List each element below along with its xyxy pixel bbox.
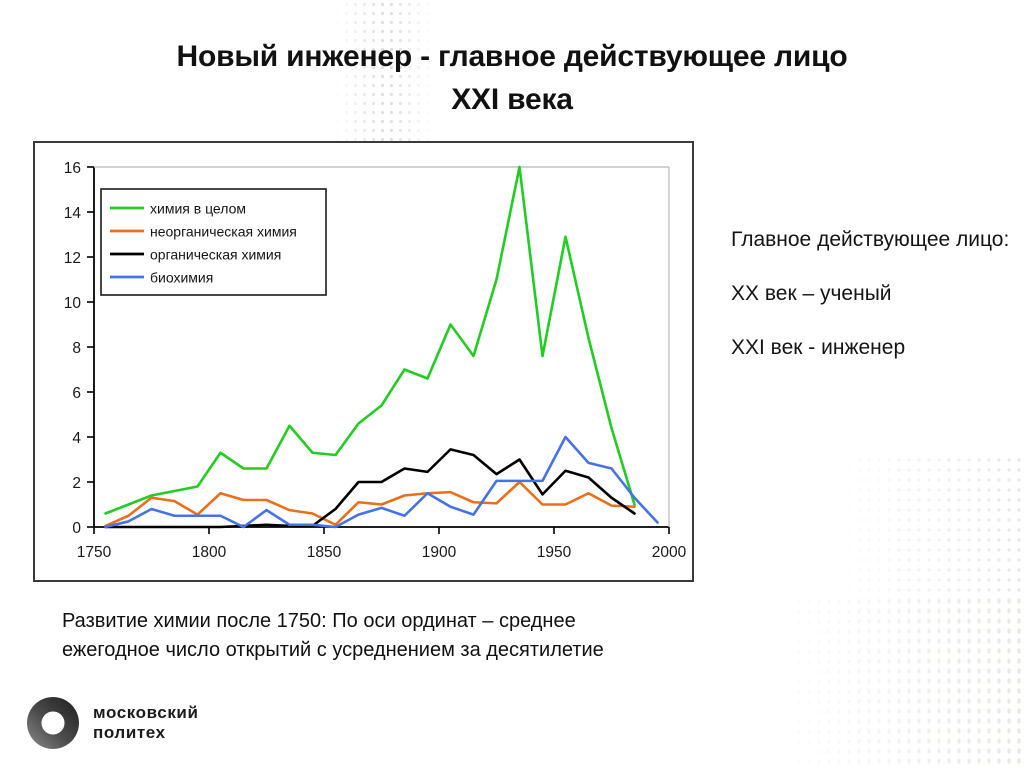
chart-caption-line-1: Развитие химии после 1750: По оси ордина… bbox=[62, 610, 576, 632]
series-line bbox=[104, 435, 659, 529]
legend-label: биохимия bbox=[150, 270, 213, 286]
page-title: Новый инженер - главное действующее лицо… bbox=[62, 36, 962, 121]
chart-caption: Развитие химии после 1750: По оси ордина… bbox=[62, 607, 892, 665]
line-chart: 0 2 4 6 8 10 12 14 16 1750 1800 1850 1900 1950 2000 х… bbox=[64, 160, 687, 561]
y-axis-tick-label: 12 bbox=[64, 250, 81, 267]
y-axis-tick-label: 10 bbox=[64, 295, 82, 312]
y-axis-tick-label: 8 bbox=[72, 340, 81, 357]
y-axis-tick-label: 2 bbox=[72, 475, 81, 492]
y-axis-tick-label: 4 bbox=[72, 430, 81, 447]
y-axis-tick-label: 14 bbox=[64, 205, 82, 222]
y-axis-tick-label: 0 bbox=[72, 520, 81, 537]
legend-label: химия в целом bbox=[150, 201, 246, 217]
x-axis-tick-label: 1800 bbox=[192, 544, 227, 561]
x-axis-tick-label: 1900 bbox=[422, 544, 457, 561]
x-axis-tick-label: 1750 bbox=[77, 544, 112, 561]
series-line bbox=[104, 480, 636, 528]
side-notes: Главное действующее лицо: XX век – учены… bbox=[731, 226, 1016, 362]
series-line bbox=[104, 165, 636, 515]
legend-label: органическая химия bbox=[150, 247, 281, 263]
y-axis-tick-group: 0 2 4 6 8 10 12 14 16 bbox=[64, 160, 94, 537]
side-note-21st-century: XXI век - инженер bbox=[731, 335, 906, 359]
chart-legend: химия в целом неорганическая химия органич… bbox=[100, 188, 327, 296]
chart-caption-line-2: ежегодное число открытий с усреднением з… bbox=[62, 639, 604, 661]
logo-text: московский политех bbox=[93, 703, 199, 743]
x-axis-tick-label: 1950 bbox=[537, 544, 572, 561]
logo: московский политех bbox=[27, 697, 199, 749]
y-axis-tick-label: 16 bbox=[64, 160, 81, 177]
chart-series-group bbox=[104, 165, 659, 529]
series-line bbox=[104, 448, 636, 529]
logo-word-1: московский bbox=[93, 702, 199, 722]
legend-label: неорганическая химия bbox=[150, 224, 297, 240]
x-axis-tick-group: 1750 1800 1850 1900 1950 2000 bbox=[77, 527, 687, 561]
logo-word-2: политех bbox=[93, 723, 166, 742]
page-title-line-1: Новый инженер - главное действующее лицо bbox=[176, 40, 848, 73]
side-note-20th-century: XX век – ученый bbox=[731, 281, 892, 305]
page-title-line-2: XXI века bbox=[451, 82, 573, 116]
chart-panel: 0 2 4 6 8 10 12 14 16 1750 1800 1850 1900 1950 2000 х… bbox=[33, 141, 694, 582]
y-axis-tick-label: 6 bbox=[72, 385, 81, 402]
x-axis-tick-label: 2000 bbox=[652, 544, 687, 561]
x-axis-tick-label: 1850 bbox=[307, 544, 342, 561]
side-note-heading: Главное действующее лицо: bbox=[731, 228, 1010, 251]
moscow-polytech-ring-icon bbox=[27, 697, 79, 749]
